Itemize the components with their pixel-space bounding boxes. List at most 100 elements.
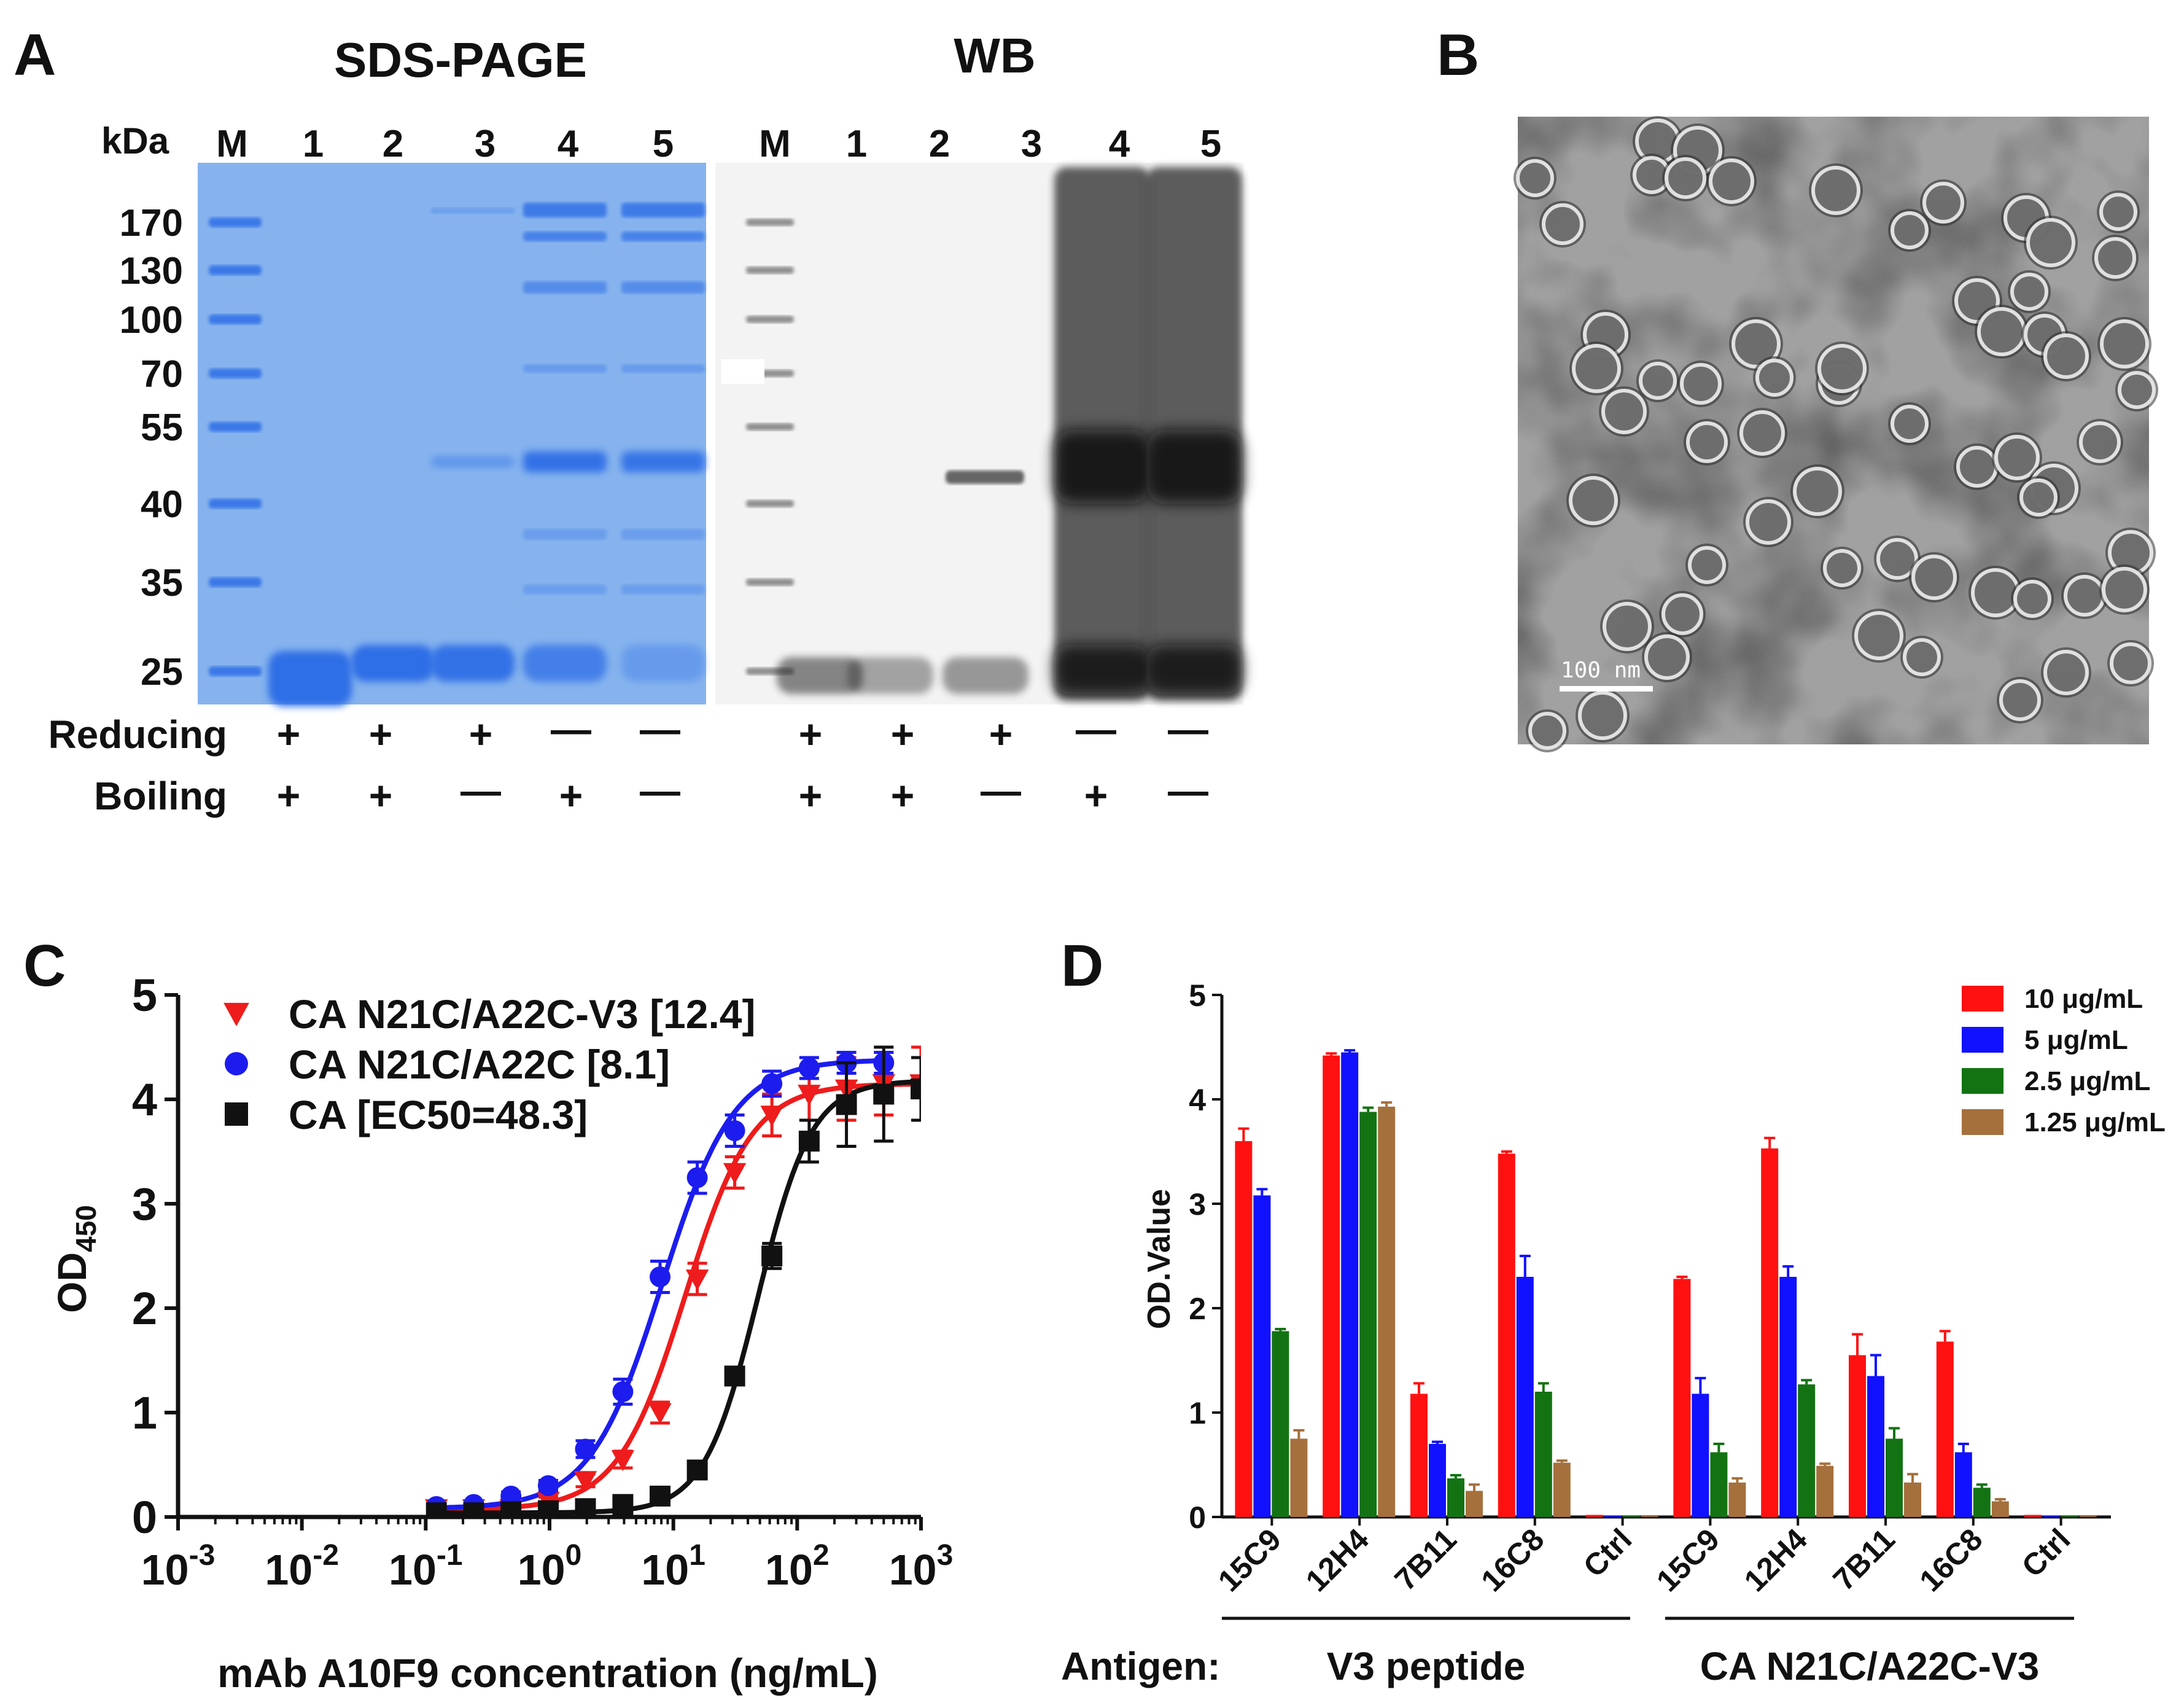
x-tick-label: 15C9 xyxy=(1211,1522,1288,1598)
mw-label: 130 xyxy=(120,250,183,292)
em-micrograph: 100 nm xyxy=(1514,116,2158,752)
y-tick-label: 4 xyxy=(132,1074,157,1125)
data-point xyxy=(723,1163,747,1184)
x-tick-label: 16C8 xyxy=(1474,1522,1550,1598)
data-point xyxy=(836,1094,857,1115)
vlp-particle xyxy=(1793,467,1842,516)
plus-symbol: + xyxy=(277,773,301,818)
bar xyxy=(1553,1462,1571,1517)
panel-d-legend: 10 μg/mL 5 μg/mL 2.5 μg/mL 1.25 μg/mL xyxy=(1962,984,2166,1137)
vlp-particle xyxy=(2026,218,2075,267)
panel-c-x-axis-title: mAb A10F9 concentration (ng/mL) xyxy=(217,1650,878,1696)
blot-marker-band xyxy=(746,219,794,226)
minus-symbol: — xyxy=(640,768,680,813)
data-point xyxy=(724,1120,745,1141)
plus-symbol: + xyxy=(1084,773,1108,818)
gel-band-45kda xyxy=(523,451,607,472)
data-point xyxy=(650,1486,671,1507)
vlp-particle xyxy=(2064,575,2105,617)
vlp-particle xyxy=(1755,359,1793,397)
data-point xyxy=(798,1131,820,1152)
sds-page-title: SDS-PAGE xyxy=(334,33,587,87)
wb-lane-label: M xyxy=(759,123,791,165)
vlp-particle xyxy=(1977,307,2026,356)
vlp-particle xyxy=(1971,568,2020,617)
vlp-particle xyxy=(2118,371,2156,409)
vlp-particle xyxy=(1644,634,1690,680)
panel-d-antigen-groups: V3 peptide CA N21C/A22C-V3 Antigen: xyxy=(1061,1616,2074,1688)
x-tick-label: 100 xyxy=(518,1539,582,1594)
vlp-particle xyxy=(1572,344,1621,393)
vlp-particle xyxy=(2102,567,2147,612)
x-tick-label: Ctrl xyxy=(1577,1522,1638,1583)
gel-band-45kda xyxy=(431,456,515,467)
plus-symbol: + xyxy=(799,773,823,818)
legend-label: CA N21C/A22C [8.1] xyxy=(289,1042,670,1087)
marker-band xyxy=(209,666,262,676)
x-tick-label: 10-1 xyxy=(389,1539,463,1594)
y-tick-label: 2 xyxy=(1189,1292,1206,1326)
bar xyxy=(1498,1153,1515,1517)
blot-band-25kda xyxy=(847,657,933,694)
gel-band-oligomer xyxy=(621,281,705,294)
vlp-particle xyxy=(1922,182,1964,224)
western-blot xyxy=(715,163,1243,704)
blot-band-25kda xyxy=(942,657,1028,694)
vlp-particle xyxy=(1739,410,1785,456)
bar xyxy=(2079,1516,2097,1517)
data-point xyxy=(650,1266,671,1287)
bar xyxy=(2024,1515,2042,1517)
vlp-particle xyxy=(1876,538,1918,580)
legend-label: CA [EC50=48.3] xyxy=(289,1092,588,1137)
group-label: CA N21C/A22C-V3 xyxy=(1700,1644,2039,1688)
y-tick-label: 2 xyxy=(132,1283,157,1334)
bar xyxy=(1641,1516,1658,1517)
mw-label: 25 xyxy=(141,651,183,693)
vlp-particle xyxy=(1746,499,1791,545)
y-tick-label: 4 xyxy=(1189,1083,1206,1117)
data-point xyxy=(724,1365,745,1387)
bar xyxy=(1849,1355,1866,1517)
bar xyxy=(1378,1106,1396,1517)
blot-marker-band xyxy=(746,316,794,323)
bar xyxy=(1604,1516,1622,1517)
marker-band xyxy=(209,265,262,275)
legend-swatch xyxy=(1962,1027,2003,1053)
vlp-particle xyxy=(1688,546,1726,584)
group-label: V3 peptide xyxy=(1327,1644,1526,1688)
bar xyxy=(1954,1452,1972,1517)
vlp-particle xyxy=(2019,478,2058,517)
sds-lane-label: 2 xyxy=(383,123,403,165)
vlp-particle xyxy=(1686,421,1728,463)
bar xyxy=(1429,1444,1446,1517)
vlp-particle xyxy=(1665,157,1706,199)
svg-text:OD.Value: OD.Value xyxy=(1141,1189,1177,1329)
vlp-particle xyxy=(1903,638,1941,676)
blot-band-25kda-heavy xyxy=(1054,645,1150,694)
x-tick-label: 7B11 xyxy=(1388,1522,1463,1597)
gel-band-oligomer xyxy=(523,232,607,241)
y-tick-label: 3 xyxy=(1189,1187,1206,1222)
antigen-label: Antigen: xyxy=(1061,1644,1221,1688)
y-tick-label: 5 xyxy=(132,970,157,1021)
bar xyxy=(1290,1438,1308,1517)
legend-label: 1.25 μg/mL xyxy=(2024,1107,2166,1137)
gel-band-oligomer xyxy=(621,585,705,595)
marker-band xyxy=(209,368,262,378)
x-tick-label: 15C9 xyxy=(1650,1522,1726,1598)
marker-band xyxy=(209,577,262,587)
bar xyxy=(1323,1055,1340,1517)
wb-title: WB xyxy=(954,28,1035,83)
bar xyxy=(1867,1376,1884,1517)
plus-symbol: + xyxy=(891,711,915,757)
legend-label: CA N21C/A22C-V3 [12.4] xyxy=(289,991,755,1037)
panel-label-d: D xyxy=(1061,933,1103,999)
y-tick-label: 1 xyxy=(132,1387,157,1438)
y-tick-label: 0 xyxy=(132,1492,157,1543)
data-point xyxy=(873,1083,895,1105)
gel-band-oligomer xyxy=(523,529,607,540)
data-point xyxy=(760,1105,783,1127)
bar xyxy=(1253,1195,1271,1517)
